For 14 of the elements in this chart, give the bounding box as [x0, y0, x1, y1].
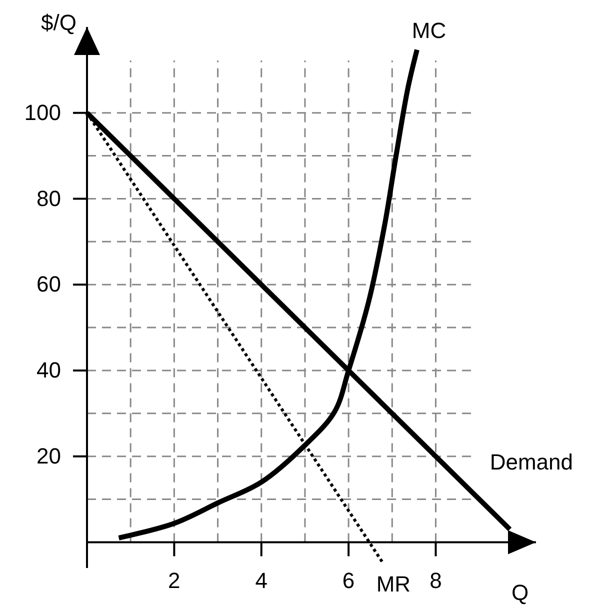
x-axis-title: Q [511, 580, 529, 606]
y-tick-label: 80 [36, 186, 61, 211]
x-tick-label: 2 [168, 568, 180, 593]
y-tick-label: 40 [36, 358, 61, 383]
series-label: MR [376, 572, 411, 597]
y-tick-label: 60 [36, 272, 61, 297]
x-tick-label: 4 [255, 568, 268, 593]
y-tick-label: 20 [36, 443, 61, 468]
x-tick-label: 8 [430, 568, 442, 593]
x-tick-label: 6 [342, 568, 355, 593]
y-tick-label: 100 [24, 100, 61, 125]
series-label: MC [412, 18, 446, 43]
y-axis-title: $/Q [41, 10, 76, 35]
series-label: Demand [490, 449, 573, 474]
